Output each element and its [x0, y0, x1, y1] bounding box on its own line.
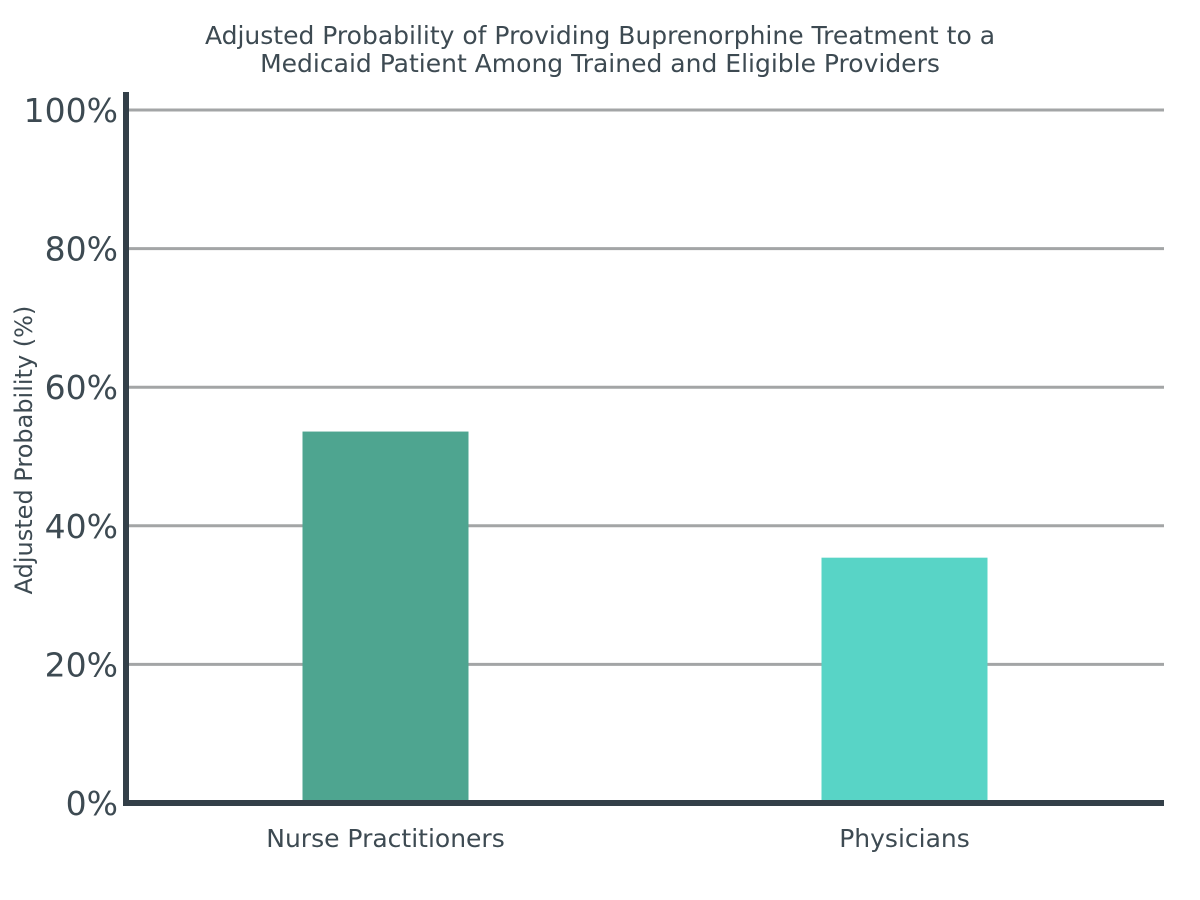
chart-title: Adjusted Probability of Providing Bupren…	[0, 22, 1200, 78]
y-tick-label: 60%	[45, 368, 118, 407]
y-tick-label: 40%	[45, 507, 118, 546]
y-tick-label: 80%	[45, 230, 118, 269]
y-tick-label: 100%	[24, 91, 118, 130]
y-tick-label: 0%	[66, 784, 118, 823]
y-tick-label: 20%	[45, 645, 118, 684]
gridlines	[126, 108, 1164, 666]
bar-nurse-practitioners	[302, 431, 469, 803]
y-axis-title: Adjusted Probability (%)	[10, 306, 38, 595]
bar-physicians	[821, 557, 988, 803]
axes	[123, 92, 1164, 806]
chart-title-line-1: Adjusted Probability of Providing Bupren…	[204, 21, 996, 50]
y-tick-labels: 0% 20% 40% 60% 80% 100%	[24, 91, 118, 823]
chart-title-line-2: Medicaid Patient Among Trained and Eligi…	[260, 49, 940, 78]
x-category-label: Physicians	[839, 824, 970, 853]
x-category-labels: Nurse Practitioners Physicians	[266, 824, 970, 853]
bars	[302, 431, 988, 803]
x-category-label: Nurse Practitioners	[266, 824, 504, 853]
